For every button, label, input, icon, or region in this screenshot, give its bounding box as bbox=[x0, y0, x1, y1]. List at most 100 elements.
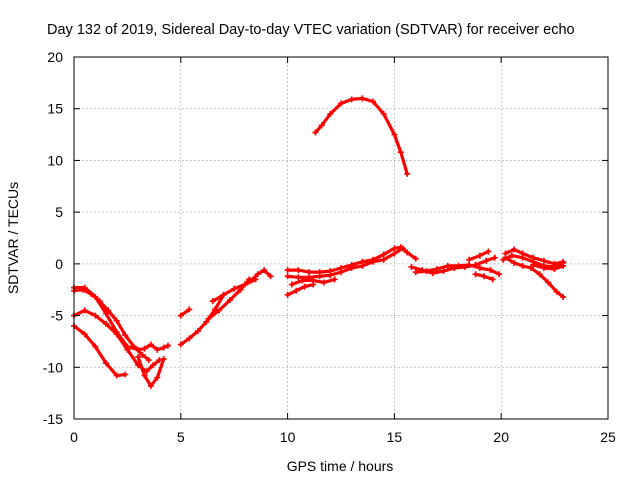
data-point bbox=[491, 254, 498, 261]
data-point bbox=[254, 271, 261, 278]
data-point bbox=[496, 271, 503, 278]
series-track-g bbox=[179, 307, 191, 318]
data-point bbox=[359, 262, 366, 269]
data-point bbox=[147, 382, 154, 389]
data-point bbox=[551, 266, 558, 273]
series-track-f bbox=[179, 293, 226, 347]
data-point bbox=[209, 298, 216, 305]
data-point bbox=[92, 343, 99, 350]
data-point bbox=[160, 344, 167, 351]
data-point bbox=[380, 110, 387, 117]
data-point bbox=[295, 274, 302, 281]
data-point bbox=[186, 306, 193, 313]
series-track-c bbox=[72, 308, 161, 373]
label-layer: 0 5 10 15 20 25 -15 -10 -5 0 5 10 15 20 bbox=[43, 49, 616, 445]
data-point bbox=[455, 262, 462, 269]
data-point bbox=[226, 297, 233, 304]
data-point bbox=[79, 286, 86, 293]
data-point bbox=[348, 96, 355, 103]
data-point bbox=[186, 335, 193, 342]
data-point bbox=[103, 360, 110, 367]
y-axis-label: SDTVAR / TECUs bbox=[5, 182, 21, 294]
data-point bbox=[113, 331, 120, 338]
data-point bbox=[312, 129, 319, 136]
data-point bbox=[310, 277, 317, 284]
data-point bbox=[81, 307, 88, 314]
x-tick-label: 15 bbox=[387, 429, 403, 445]
data-point bbox=[147, 341, 154, 348]
data-point bbox=[241, 281, 248, 288]
data-point bbox=[380, 251, 387, 258]
data-point bbox=[434, 266, 441, 273]
data-point bbox=[145, 357, 152, 364]
data-point bbox=[141, 372, 148, 379]
data-point bbox=[399, 245, 406, 252]
data-point bbox=[560, 262, 567, 269]
data-point bbox=[288, 281, 295, 288]
data-point bbox=[211, 306, 218, 313]
y-tick-label: 0 bbox=[55, 256, 63, 272]
x-axis-label: GPS time / hours bbox=[287, 458, 394, 474]
data-point bbox=[481, 273, 488, 280]
data-point bbox=[293, 287, 300, 294]
series-layer bbox=[71, 95, 567, 389]
data-point bbox=[359, 95, 366, 102]
data-point bbox=[487, 267, 494, 274]
data-point bbox=[370, 98, 377, 105]
data-point bbox=[331, 276, 338, 283]
data-point bbox=[318, 122, 325, 129]
data-point bbox=[113, 317, 120, 324]
data-point bbox=[483, 257, 490, 264]
data-point bbox=[485, 248, 492, 255]
data-point bbox=[150, 362, 157, 369]
data-point bbox=[305, 269, 312, 276]
data-point bbox=[391, 131, 398, 138]
y-tick-label: -5 bbox=[51, 308, 64, 324]
data-point bbox=[177, 341, 184, 348]
data-point bbox=[96, 298, 103, 305]
data-point bbox=[536, 271, 543, 278]
x-tick-label: 25 bbox=[600, 429, 616, 445]
data-point bbox=[105, 307, 112, 314]
data-point bbox=[203, 318, 210, 325]
tick-layer bbox=[73, 56, 609, 420]
data-point bbox=[466, 256, 473, 263]
data-point bbox=[476, 252, 483, 259]
x-tick-label: 10 bbox=[280, 429, 296, 445]
data-point bbox=[284, 267, 291, 274]
data-point bbox=[476, 264, 483, 271]
y-tick-label: 10 bbox=[47, 152, 63, 168]
data-point bbox=[156, 357, 163, 364]
data-point bbox=[545, 279, 552, 286]
data-point bbox=[103, 320, 110, 327]
data-point bbox=[530, 261, 537, 268]
data-point bbox=[540, 257, 547, 264]
data-point bbox=[528, 264, 535, 271]
data-point bbox=[160, 356, 167, 363]
series-track-o bbox=[313, 96, 409, 176]
chart-title: Day 132 of 2019, Sidereal Day-to-day VTE… bbox=[47, 22, 575, 38]
data-point bbox=[216, 307, 223, 314]
x-tick-label: 5 bbox=[177, 429, 185, 445]
data-point bbox=[320, 279, 327, 286]
data-point bbox=[135, 353, 142, 360]
data-point bbox=[103, 310, 110, 317]
data-point bbox=[391, 245, 398, 252]
series-track-m bbox=[286, 282, 315, 297]
data-point bbox=[284, 291, 291, 298]
data-point bbox=[122, 332, 129, 339]
data-point bbox=[177, 312, 184, 319]
data-point bbox=[370, 258, 377, 265]
data-point bbox=[338, 269, 344, 276]
data-point bbox=[284, 273, 291, 280]
data-point bbox=[423, 268, 430, 275]
data-point bbox=[391, 250, 398, 257]
data-point bbox=[511, 259, 518, 266]
data-point bbox=[519, 254, 526, 261]
data-point bbox=[220, 291, 227, 298]
y-tick-label: -15 bbox=[43, 411, 63, 427]
data-point bbox=[261, 267, 268, 274]
data-point bbox=[299, 277, 306, 284]
data-point bbox=[248, 277, 255, 284]
